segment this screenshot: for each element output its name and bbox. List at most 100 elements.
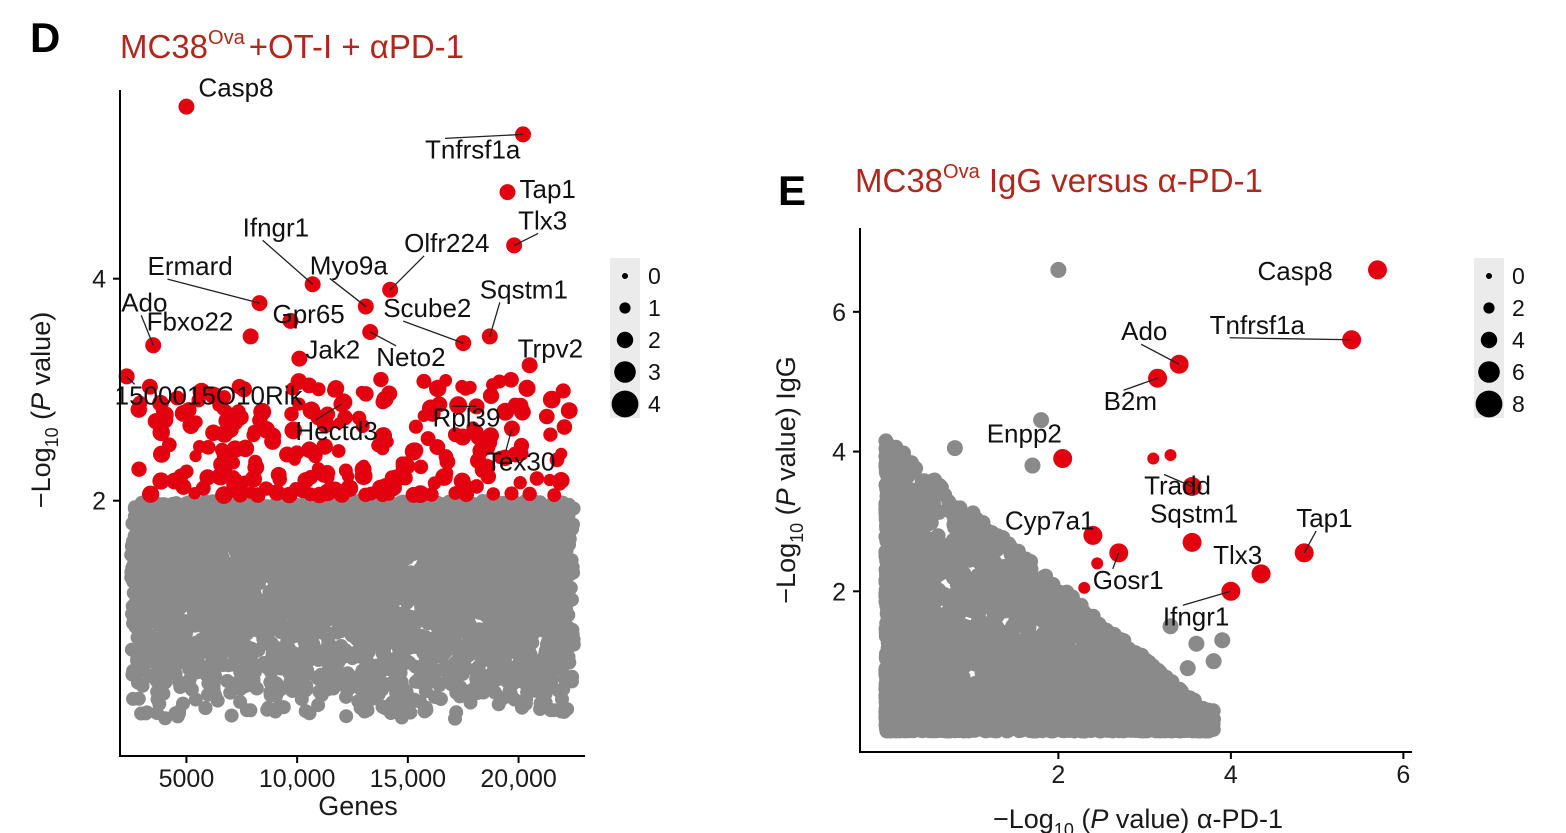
sig-point <box>331 444 346 458</box>
sig-point <box>270 466 287 483</box>
gene-label-ado: Ado <box>121 287 167 317</box>
y-tick-label: 4 <box>92 266 106 294</box>
legend-key-dot <box>619 302 631 314</box>
bg-point <box>291 600 305 615</box>
sig-point <box>199 469 216 486</box>
bg-point <box>236 499 251 514</box>
bg-point <box>263 675 278 690</box>
bg-point <box>174 505 189 520</box>
bg-point <box>126 663 141 678</box>
sig-point <box>303 487 318 502</box>
sig-point <box>454 428 472 446</box>
bg-point <box>456 557 471 572</box>
bg-point <box>540 590 555 604</box>
bg-point <box>367 592 382 607</box>
bg-point <box>455 655 470 670</box>
bg-point <box>401 655 416 670</box>
bg-point <box>330 625 345 640</box>
bg-point <box>277 644 292 659</box>
sig-point <box>205 424 222 441</box>
bg-point <box>181 495 196 510</box>
sig-point <box>200 439 216 455</box>
sig-point <box>560 402 578 420</box>
bg-point <box>377 569 392 584</box>
bg-point <box>213 610 228 625</box>
sig-point <box>131 461 147 477</box>
bg-point <box>507 692 522 707</box>
panel-d-gene-labels: Casp8Tnfrsf1aTap1Tlx3Olfr224Ifngr1Myo9aE… <box>115 73 584 477</box>
y-tick-label: 2 <box>92 488 106 516</box>
x-tick-label: 5000 <box>159 765 215 793</box>
bg-point <box>497 638 512 653</box>
sig-point <box>408 419 423 434</box>
bg-point <box>192 571 207 586</box>
panel-e: E MC38Ova IgG versus α-PD-1 Casp8Tnfrsf1… <box>771 161 1525 833</box>
bg-point <box>470 686 484 701</box>
leader-line <box>315 403 342 421</box>
panel-d-title: MC38Ova +OT-I + αPD-1 <box>120 27 464 65</box>
bg-point <box>152 639 167 654</box>
bg-point <box>149 503 164 518</box>
sig-point <box>341 470 355 483</box>
gene-label-tnfrsf1a: Tnfrsf1a <box>425 134 521 164</box>
sig-point <box>428 379 447 398</box>
labeled-point-tex30 <box>503 420 520 437</box>
bg-point <box>133 645 148 660</box>
bg-point <box>233 559 248 573</box>
bg-point <box>502 570 516 585</box>
bg-point <box>447 518 461 533</box>
legend-key-dot <box>611 390 639 418</box>
bg-point <box>438 510 453 525</box>
sig-point <box>404 442 423 461</box>
bg-point <box>470 581 485 596</box>
bg-point <box>483 591 498 605</box>
gene-label-casp8: Casp8 <box>198 73 273 103</box>
bg-point <box>531 579 546 594</box>
panel-e-title-main: MC38 <box>855 162 943 199</box>
sig-point <box>424 487 439 502</box>
panel-e-title: MC38Ova IgG versus α-PD-1 <box>855 161 1263 199</box>
bg-point <box>168 667 183 681</box>
sig-point <box>543 473 556 487</box>
bg-point <box>124 547 139 562</box>
bg-point <box>272 699 287 714</box>
bg-point <box>285 503 299 518</box>
sig-point <box>147 413 164 430</box>
bg-point <box>182 678 197 693</box>
bg-point <box>378 701 393 716</box>
bg-point <box>379 630 393 645</box>
sig-point <box>522 486 537 502</box>
bg-point <box>341 513 355 528</box>
bg-point <box>383 539 398 554</box>
bg-point <box>531 615 546 630</box>
bg-point <box>215 577 230 592</box>
sig-point <box>284 421 303 440</box>
bg-point <box>278 541 293 556</box>
bg-point <box>355 697 370 712</box>
sig-point <box>549 452 565 468</box>
leader-line <box>402 320 464 344</box>
panel-d-leaders <box>126 133 539 451</box>
labeled-point-trpv2 <box>521 357 538 374</box>
bg-point <box>502 622 517 637</box>
bg-point <box>320 560 335 575</box>
sig-point <box>226 484 239 498</box>
gene-label-tex30: Tex30 <box>486 447 555 477</box>
bg-point <box>519 692 534 706</box>
bg-point <box>496 556 511 571</box>
gene-label-jak2: Jak2 <box>305 335 360 365</box>
bg-point <box>526 626 541 641</box>
gene-label-ermard: Ermard <box>148 251 233 281</box>
bg-point <box>352 554 367 569</box>
bg-point <box>300 644 315 659</box>
bg-point <box>432 611 446 626</box>
sig-point <box>327 380 345 397</box>
legend-key-label: 3 <box>648 359 661 385</box>
bg-point <box>176 614 191 629</box>
bg-point <box>461 499 476 514</box>
bg-point <box>421 616 435 631</box>
sig-point <box>543 427 558 442</box>
panel-d-letter: D <box>30 14 60 61</box>
bg-point <box>145 524 160 539</box>
legend-key-label: 4 <box>648 391 661 417</box>
